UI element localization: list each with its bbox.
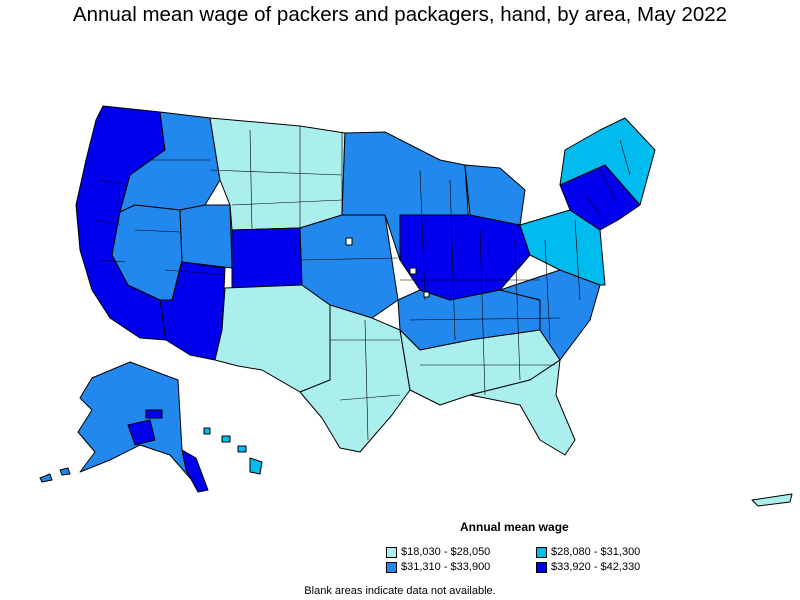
legend-items: $18,030 - $28,050 $28,080 - $31,300 $31,… (386, 546, 686, 574)
region-hawaii-big-island[interactable] (249, 457, 263, 475)
region-hawaii-oahu[interactable] (221, 435, 231, 443)
area-boundary-line (134, 159, 226, 276)
region-colorado[interactable] (231, 227, 303, 289)
area-boundary-line (514, 219, 581, 381)
region-alaska-south[interactable] (127, 419, 156, 446)
legend-swatch (536, 547, 547, 558)
legend-label: $28,080 - $31,300 (551, 546, 641, 558)
legend-label: $31,310 - $33,900 (401, 561, 491, 573)
map-title: Annual mean wage of packers and packager… (72, 3, 728, 26)
region-puerto-rico[interactable] (751, 493, 793, 507)
region-northern-new-england[interactable] (559, 117, 656, 206)
legend: Annual mean wage $18,030 - $28,050 $28,0… (386, 520, 686, 574)
legend-label: $33,920 - $42,330 (551, 561, 641, 573)
region-michigan[interactable] (464, 164, 526, 226)
region-northern-plains[interactable] (209, 117, 346, 231)
region-hawaii-maui[interactable] (237, 445, 247, 453)
region-utah[interactable] (179, 204, 233, 269)
mainland-us (75, 105, 656, 456)
area-boundary-line (209, 169, 399, 261)
area-boundary-line (584, 139, 631, 216)
region-alaska-panhandle[interactable] (181, 449, 209, 493)
alaska (39, 361, 209, 493)
region-hawaii-kauai[interactable] (203, 427, 211, 435)
legend-swatch (386, 562, 397, 573)
area-boundary-line (249, 126, 343, 231)
no-data-areas (345, 237, 430, 298)
no-data-area[interactable] (423, 291, 430, 298)
hawaii (203, 427, 263, 475)
aleutian-islands[interactable] (39, 467, 71, 483)
legend-swatch (386, 547, 397, 558)
region-alaska-north[interactable] (145, 409, 163, 419)
legend-swatch (536, 562, 547, 573)
region-new-mexico[interactable] (214, 284, 331, 393)
no-data-area[interactable] (345, 237, 353, 246)
legend-title: Annual mean wage (460, 520, 569, 534)
area-boundaries (94, 126, 631, 441)
area-boundary-line (94, 179, 129, 263)
region-florida[interactable] (469, 359, 576, 456)
legend-item-tier3: $31,310 - $33,900 (386, 561, 536, 574)
footnote: Blank areas indicate data not available. (304, 585, 496, 597)
puerto-rico (751, 493, 793, 507)
no-data-area[interactable] (409, 267, 417, 275)
area-boundary-line (419, 169, 486, 396)
legend-item-tier2: $28,080 - $31,300 (536, 546, 686, 559)
legend-item-tier4: $33,920 - $42,330 (536, 561, 686, 574)
legend-label: $18,030 - $28,050 (401, 546, 491, 558)
area-boundary-line (330, 319, 401, 441)
legend-item-tier1: $18,030 - $28,050 (386, 546, 536, 559)
